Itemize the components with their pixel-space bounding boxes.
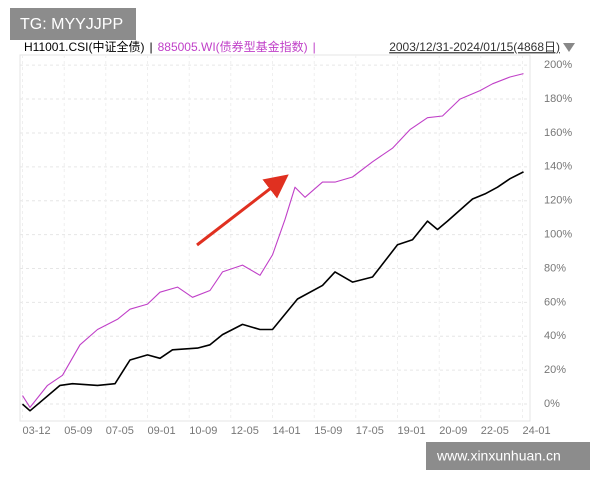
x-tick-label: 10-09 bbox=[189, 425, 217, 437]
x-tick-label: 20-09 bbox=[439, 425, 467, 437]
y-tick-label: 100% bbox=[544, 229, 572, 241]
plot-area: 0% 20% 40% 60% 80% 100% 120% 140% 160% 180% 200% 03… bbox=[19, 54, 572, 437]
date-range[interactable]: 2003/12/31-2024/01/15(4868日) bbox=[389, 40, 560, 54]
dropdown-icon[interactable] bbox=[563, 43, 575, 52]
x-tick-label: 17-05 bbox=[356, 425, 384, 437]
y-tick-label: 20% bbox=[544, 364, 566, 376]
y-tick-label: 140% bbox=[544, 161, 572, 173]
annotation-arrow bbox=[196, 174, 289, 247]
x-tick-label: 15-09 bbox=[314, 425, 342, 437]
y-tick-label: 0% bbox=[544, 398, 560, 410]
y-tick-label: 40% bbox=[544, 330, 566, 342]
y-tick-label: 60% bbox=[544, 296, 566, 308]
x-tick-label: 22-05 bbox=[481, 425, 509, 437]
y-tick-label: 160% bbox=[544, 127, 572, 139]
y-tick-label: 180% bbox=[544, 93, 572, 105]
y-tick-label: 80% bbox=[544, 262, 566, 274]
series-line bbox=[21, 171, 524, 412]
legend-entry: 885005.WI(债券型基金指数) bbox=[158, 39, 308, 54]
series-line bbox=[22, 73, 524, 408]
legend-separator: | bbox=[149, 40, 152, 54]
x-tick-label: 19-01 bbox=[398, 425, 426, 437]
x-tick-label: 12-05 bbox=[231, 425, 259, 437]
legend-separator: | bbox=[313, 40, 316, 54]
watermark-box bbox=[10, 8, 136, 40]
x-tick-label: 05-09 bbox=[64, 425, 92, 437]
legend-entry: H11001.CSI(中证全债) bbox=[24, 39, 144, 54]
watermark: TG: MYYJJPP bbox=[20, 16, 123, 33]
x-tick-label: 14-01 bbox=[273, 425, 301, 437]
x-tick-label: 09-01 bbox=[148, 425, 176, 437]
watermark-box bbox=[426, 442, 590, 470]
y-tick-label: 200% bbox=[544, 59, 572, 71]
y-tick-label: 120% bbox=[544, 195, 572, 207]
x-tick-label: 03-12 bbox=[23, 425, 51, 437]
watermark: www.xinxunhuan.cn bbox=[436, 448, 561, 464]
plot-border bbox=[19, 54, 531, 422]
x-tick-label: 07-05 bbox=[106, 425, 134, 437]
x-tick-label: 24-01 bbox=[523, 425, 551, 437]
